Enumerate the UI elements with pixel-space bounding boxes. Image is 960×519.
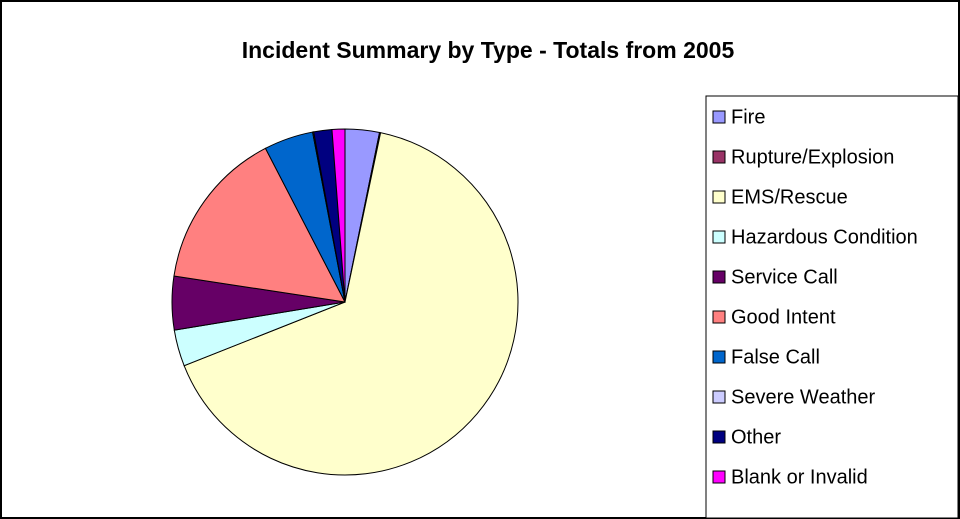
legend-label: Fire bbox=[731, 106, 765, 128]
legend-box bbox=[705, 95, 959, 519]
pie-slice bbox=[331, 128, 346, 303]
legend-swatch bbox=[712, 230, 726, 244]
legend-swatch bbox=[712, 270, 726, 284]
chart-title: Incident Summary by Type - Totals from 2… bbox=[242, 37, 735, 63]
legend-label: Blank or Invalid bbox=[731, 466, 868, 488]
legend-label: EMS/Rescue bbox=[731, 186, 848, 208]
legend-swatch bbox=[712, 430, 726, 444]
legend-swatch bbox=[712, 390, 726, 404]
legend-label: Severe Weather bbox=[731, 386, 875, 408]
legend-label: Rupture/Explosion bbox=[731, 146, 894, 168]
legend-label: Good Intent bbox=[731, 306, 836, 328]
legend-swatch bbox=[712, 310, 726, 324]
legend-swatch bbox=[712, 350, 726, 364]
legend-label: Hazardous Condition bbox=[731, 226, 918, 248]
pie-slice bbox=[183, 132, 519, 476]
legend-swatch bbox=[712, 190, 726, 204]
legend-label: Service Call bbox=[731, 266, 838, 288]
legend-swatch bbox=[712, 470, 726, 484]
legend-swatch bbox=[712, 150, 726, 164]
legend-swatch bbox=[712, 110, 726, 124]
legend-label: Other bbox=[731, 426, 781, 448]
legend-label: False Call bbox=[731, 346, 820, 368]
pie-slice bbox=[173, 147, 346, 303]
